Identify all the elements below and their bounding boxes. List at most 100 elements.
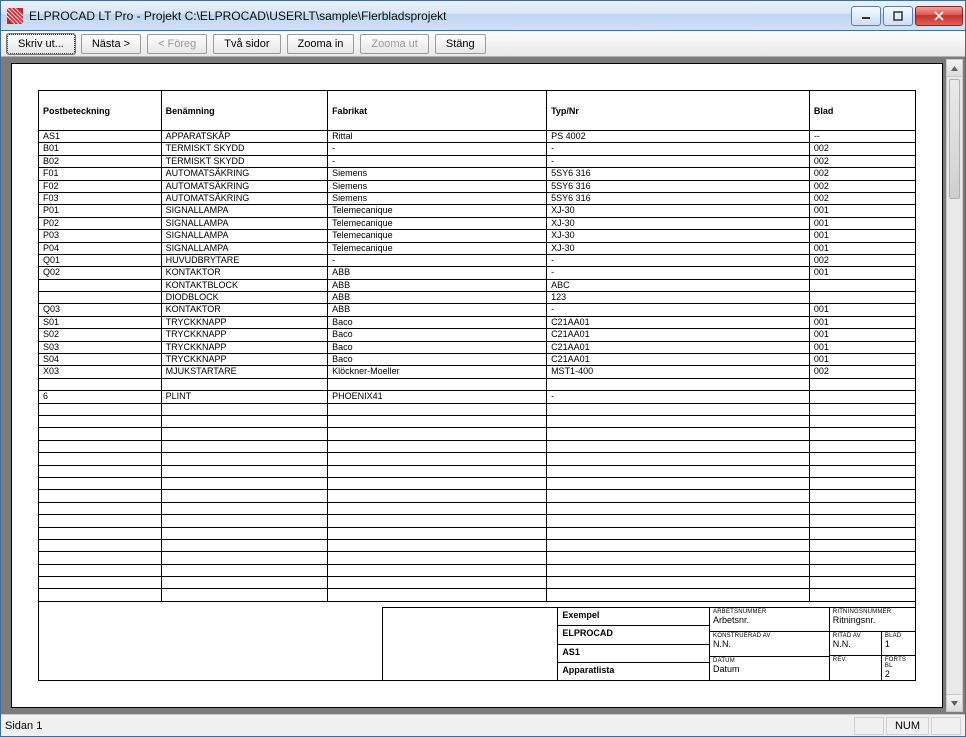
status-empty2 [931,717,961,735]
table-row [39,552,915,564]
table-row: 6PLINTPHOENIX41- [39,391,915,403]
table-cell [39,292,162,303]
table-cell: Baco [328,342,547,353]
table-row [39,466,915,478]
table-cell [39,490,162,501]
table-cell: TRYCKKNAPP [162,354,328,365]
table-cell [162,589,328,600]
zoom-in-button[interactable]: Zooma in [287,34,355,54]
tb-as1: AS1 [558,645,709,663]
table-cell [162,490,328,501]
table-cell: F03 [39,193,162,204]
table-cell: ABB [328,280,547,291]
table-cell [162,441,328,452]
table-cell: Rittal [328,131,547,142]
table-cell: Siemens [328,181,547,192]
table-row: S04TRYCKKNAPPBacoC21AA01001 [39,354,915,366]
table-cell [328,540,547,551]
table-row: F02AUTOMATSÄKRINGSiemens5SY6 316002 [39,181,915,193]
table-cell [39,552,162,563]
table-cell: 001 [810,354,915,365]
table-cell: - [547,255,810,266]
table-cell: - [547,156,810,167]
table-cell [328,478,547,489]
table-cell: ABC [547,280,810,291]
print-button[interactable]: Skriv ut... [7,34,75,54]
table-cell: HUVUDBRYTARE [162,255,328,266]
table-cell: 002 [810,181,915,192]
table-cell [39,453,162,464]
table-cell [162,565,328,576]
table-cell: PS 4002 [547,131,810,142]
table-cell: AS1 [39,131,162,142]
table-cell [328,404,547,415]
table-row [39,478,915,490]
close-button[interactable] [915,6,963,26]
two-pages-button[interactable]: Två sidor [213,34,280,54]
table-cell [810,404,915,415]
zoom-out-button: Zooma ut [360,34,428,54]
table-cell: TRYCKKNAPP [162,342,328,353]
table-cell: AUTOMATSÄKRING [162,181,328,192]
scroll-thumb[interactable] [949,79,960,199]
table-cell [547,540,810,551]
table-cell [810,490,915,501]
scroll-up-arrow[interactable] [947,60,962,77]
table-cell: SIGNALLAMPA [162,205,328,216]
table-row: P03SIGNALLAMPATelemecaniqueXJ-30001 [39,230,915,242]
table-cell: 5SY6 316 [547,181,810,192]
window-title: ELPROCAD LT Pro - Projekt C:\ELPROCAD\US… [29,9,851,23]
next-button[interactable]: Nästa > [81,34,141,54]
table-cell [810,416,915,427]
toolbar: Skriv ut... Nästa > < Föreg Två sidor Zo… [1,31,965,57]
table-cell [810,577,915,588]
table-cell: DIODBLOCK [162,292,328,303]
table-cell: SIGNALLAMPA [162,230,328,241]
table-cell: 001 [810,304,915,315]
close-preview-button[interactable]: Stäng [435,34,486,54]
table-cell: KONTAKTOR [162,267,328,278]
table-cell: 5SY6 316 [547,193,810,204]
table-cell: PHOENIX41 [328,391,547,402]
table-cell [39,528,162,539]
table-row: AS1APPARATSKÅPRittalPS 4002-- [39,131,915,143]
table-cell [810,528,915,539]
table-row [39,540,915,552]
table-row: F01AUTOMATSÄKRINGSiemens5SY6 316002 [39,168,915,180]
table-cell: 001 [810,342,915,353]
table-cell [810,292,915,303]
tb-blad-val: 1 [885,639,912,649]
table-cell: XJ-30 [547,230,810,241]
table-cell [547,466,810,477]
table-cell [162,577,328,588]
tb-elprocad: ELPROCAD [558,626,709,644]
minimize-button[interactable] [851,6,881,26]
scroll-down-arrow[interactable] [947,694,962,711]
table-cell: Baco [328,317,547,328]
table-cell [547,404,810,415]
table-cell [328,453,547,464]
table-row [39,416,915,428]
table-cell: APPARATSKÅP [162,131,328,142]
table-cell [162,466,328,477]
table-cell [39,428,162,439]
table-cell: P04 [39,243,162,254]
table-cell: SIGNALLAMPA [162,243,328,254]
tb-forts-lbl: FORTS BL [885,657,912,669]
table-cell: S01 [39,317,162,328]
tb-konstr-val: N.N. [713,639,826,649]
table-row [39,515,915,527]
table-cell [39,441,162,452]
vertical-scrollbar[interactable] [946,59,963,712]
maximize-button[interactable] [883,6,913,26]
table-cell [162,404,328,415]
table-cell: Telemecanique [328,243,547,254]
table-cell [328,379,547,390]
table-cell: Siemens [328,168,547,179]
table-cell: - [547,143,810,154]
table-cell: TERMISKT SKYDD [162,156,328,167]
table-cell: 123 [547,292,810,303]
table-cell: C21AA01 [547,342,810,353]
table-cell [810,503,915,514]
table-cell: -- [810,131,915,142]
